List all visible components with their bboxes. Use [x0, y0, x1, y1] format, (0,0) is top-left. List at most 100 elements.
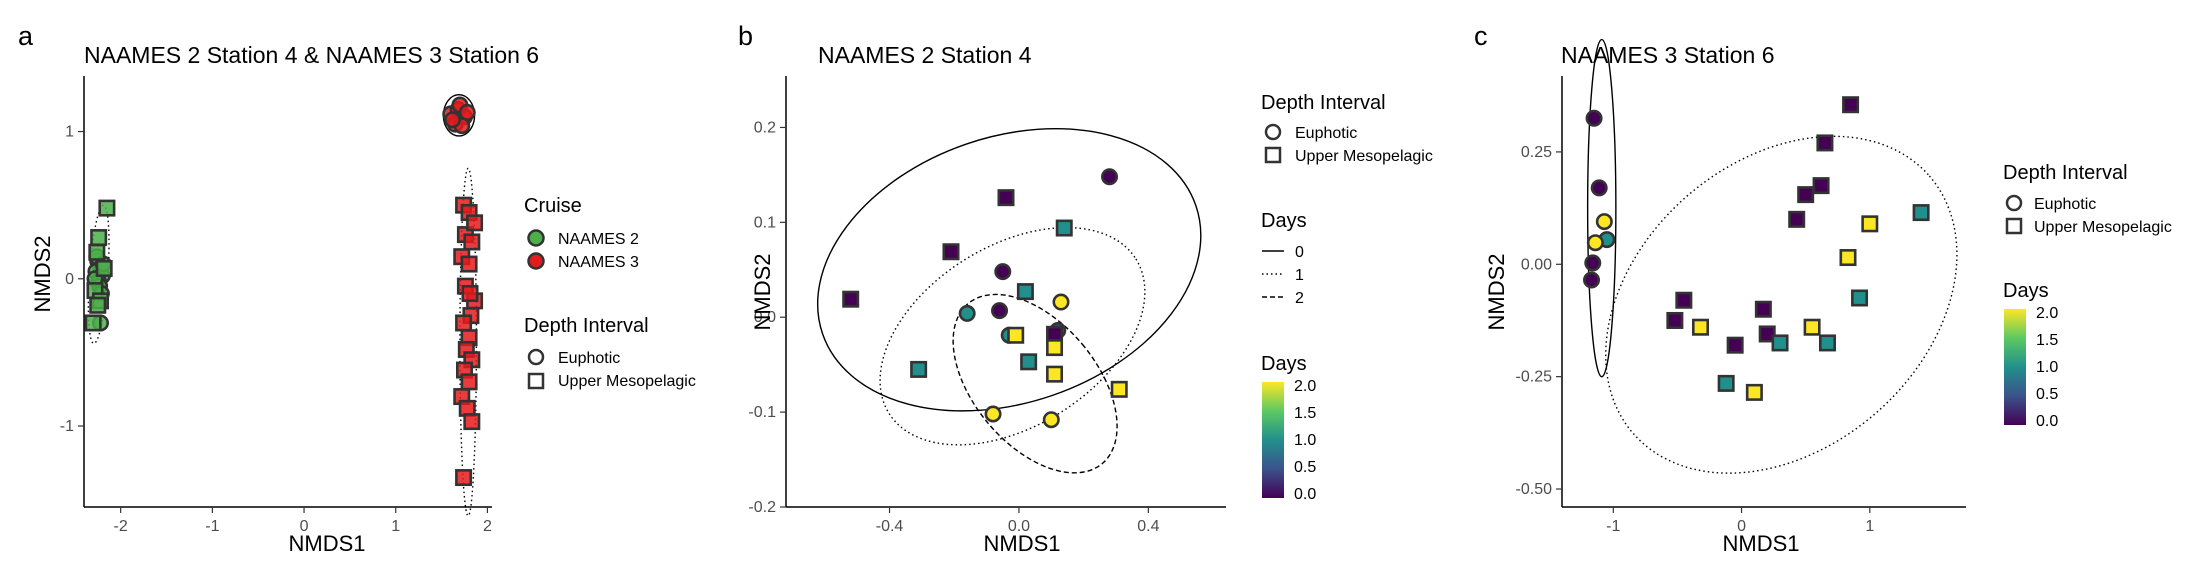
data-point-circle	[1101, 168, 1119, 186]
confidence-ellipse-dotted	[1605, 135, 1958, 474]
panel-c: c NAAMES 3 Station 6 -1 0 1 -0.50 -0.25 0.00 0…	[1474, 21, 2172, 556]
data-point-square	[1788, 210, 1806, 228]
data-point-circle	[991, 302, 1009, 320]
x-tick-label: 0.0	[1008, 518, 1030, 535]
data-point-circle	[984, 405, 1002, 423]
x-tick-label: 1	[391, 518, 400, 535]
confidence-ellipse-dotted	[879, 226, 1146, 446]
data-point-square	[1016, 283, 1034, 301]
data-point-circle	[1052, 293, 1070, 311]
legend-title-cruise: Cruise	[524, 195, 582, 217]
data-point-square	[460, 255, 478, 273]
y-tick-label: -0.25	[1516, 369, 1553, 386]
data-point-square	[910, 360, 928, 378]
data-point-square	[1842, 96, 1860, 114]
y-tick-label: 0.0	[754, 309, 776, 326]
legend-key-mesopelagic-a	[527, 372, 545, 390]
data-point-square	[1726, 336, 1744, 354]
data-point-square	[466, 214, 484, 232]
panel-letter-b: b	[738, 21, 753, 51]
data-point-square	[89, 296, 107, 314]
x-tick-label: 0	[1737, 518, 1746, 535]
panel-c-plot: -1 0 1 -0.50 -0.25 0.00 0.25	[1516, 38, 1966, 535]
colorbar-tick-label: 1.5	[2036, 332, 2058, 349]
legend-item-day1: 1	[1295, 267, 1304, 284]
y-tick-label: -0.50	[1516, 481, 1553, 498]
data-point-square	[1771, 334, 1789, 352]
data-point-square	[1861, 215, 1879, 233]
data-point-circle	[1582, 271, 1600, 289]
legend-title-days-colorbar-c: Days	[2003, 280, 2049, 302]
x-tick-label: 2	[483, 518, 492, 535]
legend-item-euphotic-a: Euphotic	[558, 350, 620, 367]
colorbar-b	[1262, 382, 1284, 498]
panel-a-title: NAAMES 2 Station 4 & NAAMES 3 Station 6	[84, 42, 539, 68]
legend-item-naames2: NAAMES 2	[558, 231, 639, 248]
data-point-square	[463, 233, 481, 251]
data-point-square	[1754, 300, 1772, 318]
data-point-square	[1110, 380, 1128, 398]
data-point-square	[1912, 204, 1930, 222]
data-point-circle	[994, 263, 1012, 281]
data-point-square	[997, 189, 1015, 207]
y-tick-label: 0.2	[754, 119, 776, 136]
data-point-circle	[1042, 411, 1060, 429]
y-tick-label: 0	[65, 271, 74, 288]
data-point-square	[1839, 249, 1857, 267]
legend-key-mesopelagic-b	[1264, 146, 1282, 164]
data-point-square	[1675, 291, 1693, 309]
y-tick-label: 0.1	[754, 214, 776, 231]
data-point-square	[1745, 383, 1763, 401]
data-point-square	[1046, 339, 1064, 357]
data-point-square	[842, 290, 860, 308]
data-point-square	[1692, 318, 1710, 336]
panel-b-plot: -0.4 0.0 0.4 -0.2 -0.1 0.0 0.1 0.2	[748, 76, 1226, 535]
panel-letter-c: c	[1474, 21, 1488, 51]
colorbar-tick-label: 0.5	[1294, 459, 1316, 476]
data-point-square	[1803, 318, 1821, 336]
data-point-circle	[958, 304, 976, 322]
confidence-ellipse-solid	[816, 127, 1202, 412]
panel-c-title: NAAMES 3 Station 6	[1561, 42, 1775, 68]
data-point-square	[98, 199, 116, 217]
data-point-square	[88, 243, 106, 261]
data-point-square	[84, 314, 102, 332]
legend-title-days-colorbar-b: Days	[1261, 353, 1307, 375]
data-point-square	[1797, 186, 1815, 204]
colorbar-b-ticks: 2.0 1.5 1.0 0.5 0.0	[1284, 378, 1316, 503]
panel-a-xlabel: NMDS1	[288, 531, 365, 556]
legend-item-naames3: NAAMES 3	[558, 254, 639, 271]
panel-a-legend: Cruise NAAMES 2 NAAMES 3 Depth Interval …	[524, 195, 696, 390]
y-tick-label: 1	[65, 124, 74, 141]
colorbar-tick-label: 2.0	[2036, 305, 2058, 322]
legend-title-depth-a: Depth Interval	[524, 315, 649, 337]
legend-key-naames3	[527, 252, 545, 270]
confidence-ellipse-solid	[1586, 38, 1617, 378]
legend-key-mesopelagic-c	[2005, 217, 2023, 235]
x-tick-label: 0.4	[1137, 518, 1159, 535]
panel-b: b NAAMES 2 Station 4 -0.4 0.0 0.4 -0.2 -0.1 0…	[738, 21, 1433, 556]
data-point-square	[1717, 374, 1735, 392]
data-point-square	[1046, 365, 1064, 383]
panel-b-ylabel: NMDS2	[750, 253, 775, 330]
data-point-circle	[1595, 213, 1613, 231]
legend-item-day2: 2	[1295, 290, 1304, 307]
data-point-square	[460, 373, 478, 391]
legend-title-depth-b: Depth Interval	[1261, 92, 1386, 114]
x-tick-label: -0.4	[876, 518, 904, 535]
legend-item-mesopelagic-a: Upper Mesopelagic	[558, 373, 696, 390]
data-point-square	[95, 259, 113, 277]
panel-letter-a: a	[18, 21, 34, 51]
data-point-square	[1758, 325, 1776, 343]
data-point-square	[463, 413, 481, 431]
y-tick-label: 0.25	[1521, 144, 1552, 161]
colorbar-c-ticks: 2.0 1.5 1.0 0.5 0.0	[2026, 305, 2058, 430]
data-point-square	[1020, 353, 1038, 371]
legend-item-mesopelagic-b: Upper Mesopelagic	[1295, 148, 1433, 165]
panel-a-ylabel: NMDS2	[30, 235, 55, 312]
data-point-square	[1851, 289, 1869, 307]
legend-key-euphotic-c	[2005, 194, 2023, 212]
data-point-square	[461, 284, 479, 302]
panel-b-legend: Depth Interval Euphotic Upper Mesopelagi…	[1261, 92, 1433, 503]
